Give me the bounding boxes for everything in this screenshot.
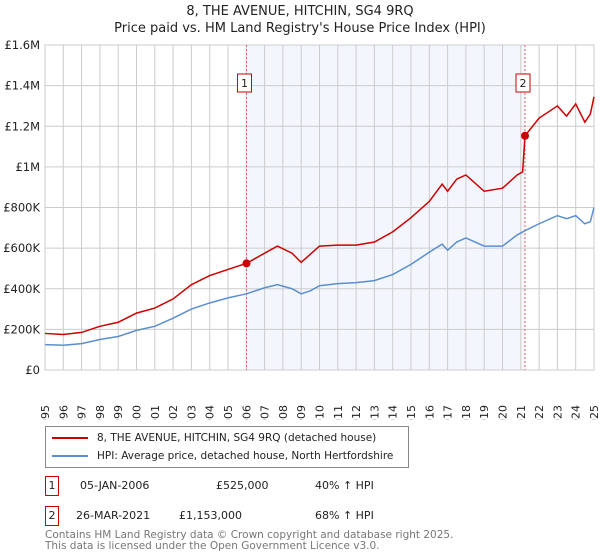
footer-licence: This data is licensed under the Open Gov… [45, 540, 380, 552]
legend-label: HPI: Average price, detached house, Nort… [97, 450, 394, 462]
transaction-date: 26-MAR-2021 [76, 509, 151, 522]
x-tick-label: 2010 [314, 405, 327, 420]
x-tick-label: 2023 [551, 405, 564, 420]
transaction-price: £1,153,000 [179, 509, 242, 522]
x-tick-label: 2004 [204, 405, 217, 420]
x-tick-label: 2001 [149, 405, 162, 420]
x-tick-label: 2014 [387, 405, 400, 420]
y-tick-label: £1.4M [4, 79, 40, 93]
sale-label-box [515, 73, 531, 93]
transaction-hpi: 40% ↑ HPI [315, 479, 374, 492]
transaction-row: 1 05-JAN-2006 £525,000 40% ↑ HPI [45, 476, 465, 496]
x-tick-label: 2003 [185, 405, 198, 420]
x-tick-label: 2021 [515, 405, 528, 420]
y-tick-label: £1.6M [4, 38, 40, 52]
x-tick-label: 2019 [478, 405, 491, 420]
x-tick-label: 2015 [405, 405, 418, 420]
x-tick-label: 1997 [76, 405, 89, 420]
chart-subtitle: Price paid vs. HM Land Registry's House … [114, 21, 486, 36]
x-tick-label: 2009 [295, 405, 308, 420]
x-tick-label: 2007 [259, 405, 272, 420]
footer-copyright: Contains HM Land Registry data © Crown c… [45, 529, 454, 541]
series-line [44, 207, 595, 346]
series-line [44, 96, 595, 336]
transaction-date: 05-JAN-2006 [80, 479, 150, 492]
x-tick-label: 2020 [497, 405, 510, 420]
x-tick-label: 2011 [332, 405, 345, 420]
legend-swatch [52, 437, 88, 439]
x-tick-label: 2018 [460, 405, 473, 420]
transaction-badge: 1 [45, 476, 59, 496]
x-tick-label: 1995 [39, 405, 52, 420]
transaction-row: 2 26-MAR-2021 £1,153,000 68% ↑ HPI [45, 506, 465, 526]
x-tick-label: 2025 [588, 405, 600, 420]
sale-point [521, 131, 530, 140]
x-tick-label: 2017 [442, 405, 455, 420]
y-tick-label: £0 [25, 363, 40, 377]
y-tick-label: £1M [15, 160, 40, 174]
y-tick-label: £400K [3, 282, 40, 296]
x-tick-label: 1998 [94, 405, 107, 420]
sale-label-box [236, 73, 252, 93]
x-tick-label: 2006 [240, 405, 253, 420]
x-tick-label: 2024 [570, 405, 583, 420]
sale-point [242, 259, 251, 268]
legend-item-hpi: HPI: Average price, detached house, Nort… [52, 450, 393, 462]
x-tick-label: 2008 [277, 405, 290, 420]
price-chart: 1995 1996 1997 1998 1999 2000 2001 2002 2003 2004… [3, 38, 600, 420]
x-tick-label: 2000 [131, 405, 144, 420]
sale-label: 1 [241, 77, 248, 90]
y-tick-label: £800K [3, 201, 40, 215]
transaction-hpi: 68% ↑ HPI [315, 509, 374, 522]
x-tick-label: 2002 [167, 405, 180, 420]
x-tick-label: 2005 [222, 405, 235, 420]
y-tick-label: £1.2M [4, 119, 40, 133]
transaction-price: £525,000 [216, 479, 269, 492]
footer: Contains HM Land Registry data © Crown c… [45, 530, 453, 552]
y-tick-label: £200K [3, 322, 40, 336]
x-tick-label: 2022 [533, 405, 546, 420]
x-tick-label: 1996 [57, 405, 70, 420]
x-tick-label: 2012 [350, 405, 363, 420]
transaction-badge: 2 [45, 506, 59, 526]
legend-item-property: 8, THE AVENUE, HITCHIN, SG4 9RQ (detache… [52, 432, 376, 444]
legend-label: 8, THE AVENUE, HITCHIN, SG4 9RQ (detache… [97, 432, 377, 444]
legend: 8, THE AVENUE, HITCHIN, SG4 9RQ (detache… [45, 426, 409, 468]
sale-label: 2 [520, 77, 527, 90]
chart-title: 8, THE AVENUE, HITCHIN, SG4 9RQ [186, 4, 414, 19]
x-tick-label: 2016 [423, 405, 436, 420]
x-tick-label: 1999 [112, 405, 125, 420]
legend-swatch [52, 455, 88, 457]
x-tick-label: 2013 [368, 405, 381, 420]
y-tick-label: £600K [3, 241, 40, 255]
